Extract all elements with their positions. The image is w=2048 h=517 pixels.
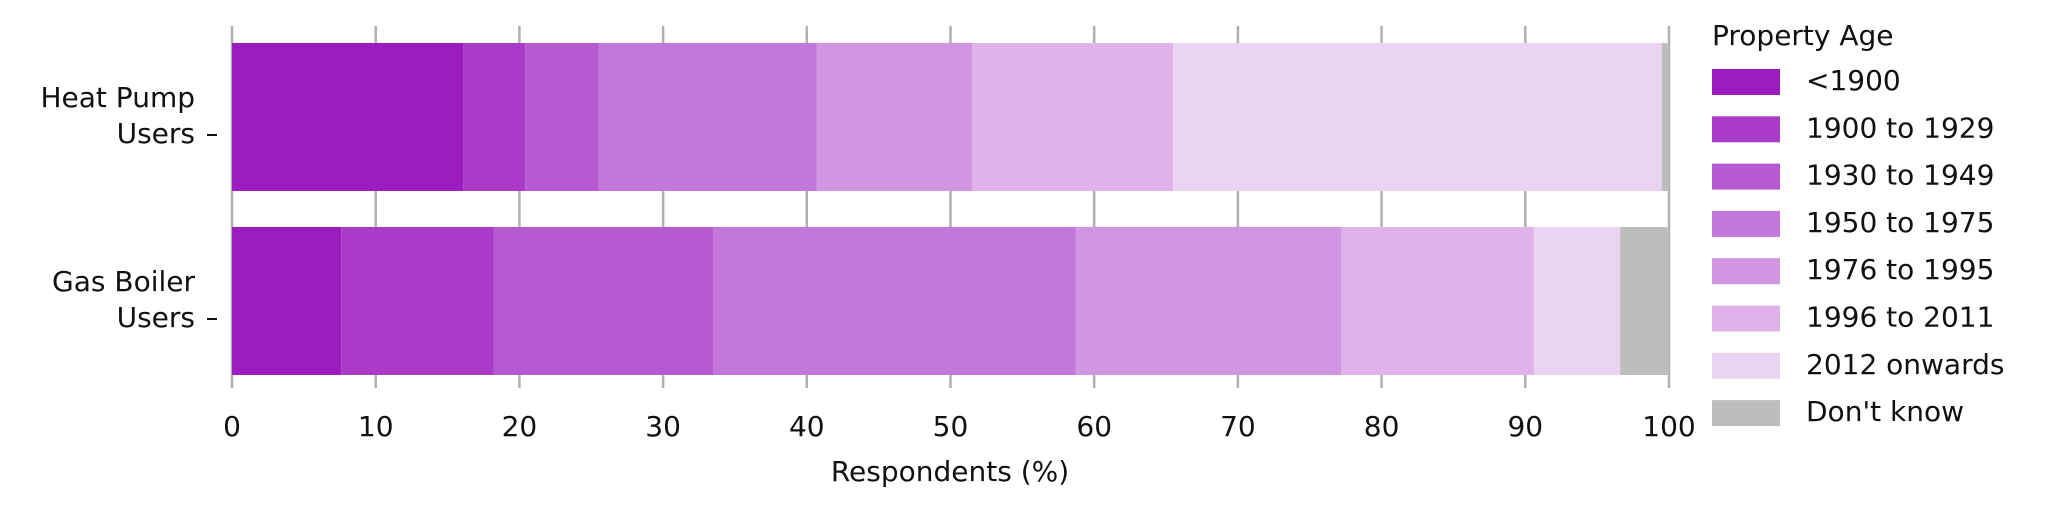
bar-segment [1661, 43, 1669, 191]
legend-label: 1900 to 1929 [1806, 111, 1994, 144]
x-tick-label: 20 [502, 410, 538, 443]
legend-label: 1930 to 1949 [1806, 159, 1994, 192]
bar-segment [1173, 43, 1662, 191]
legend-label: 1950 to 1975 [1806, 206, 1994, 239]
legend-swatch [1712, 400, 1780, 427]
bar-segment [1620, 227, 1669, 375]
x-tick-label: 80 [1364, 410, 1400, 443]
bar-segment [1533, 227, 1621, 375]
legend-swatch [1712, 258, 1780, 285]
bar-segment [525, 43, 599, 191]
x-tick-label: 50 [933, 410, 969, 443]
x-tick-label: 100 [1642, 410, 1695, 443]
bar-segment [341, 227, 494, 375]
legend-label: <1900 [1806, 64, 1901, 97]
bar-segment [463, 43, 526, 191]
bar-segment [598, 43, 817, 191]
bar-segment [1075, 227, 1342, 375]
x-tick-label: 30 [645, 410, 681, 443]
legend-label: 1976 to 1995 [1806, 253, 1994, 286]
x-tick-label: 40 [789, 410, 825, 443]
y-tick-label: Gas Boiler Users [52, 265, 195, 334]
legend-title: Property Age [1712, 19, 1894, 52]
legend-swatch [1712, 116, 1780, 143]
bar-segment [713, 227, 1076, 375]
bar-segment [1341, 227, 1534, 375]
legend-swatch [1712, 352, 1780, 379]
x-tick-label: 10 [358, 410, 394, 443]
legend-swatch [1712, 163, 1780, 190]
bar-segment [816, 43, 973, 191]
y-tick-label: Heat Pump Users [40, 81, 195, 150]
legend-label: 2012 onwards [1806, 348, 2004, 381]
legend-label: 1996 to 2011 [1806, 301, 1994, 334]
legend-label: Don't know [1806, 395, 1964, 428]
legend-swatch [1712, 305, 1780, 332]
bar-segment [493, 227, 714, 375]
x-axis-label: Respondents (%) [831, 455, 1069, 488]
bar-segment [232, 43, 464, 191]
x-tick-label: 90 [1507, 410, 1543, 443]
bar-segment [972, 43, 1174, 191]
x-tick-label: 60 [1076, 410, 1112, 443]
legend-swatch [1712, 69, 1780, 95]
x-tick-label: 70 [1220, 410, 1256, 443]
legend-swatch [1712, 210, 1780, 237]
x-tick-label: 0 [223, 410, 241, 443]
bar-segment [232, 227, 342, 375]
